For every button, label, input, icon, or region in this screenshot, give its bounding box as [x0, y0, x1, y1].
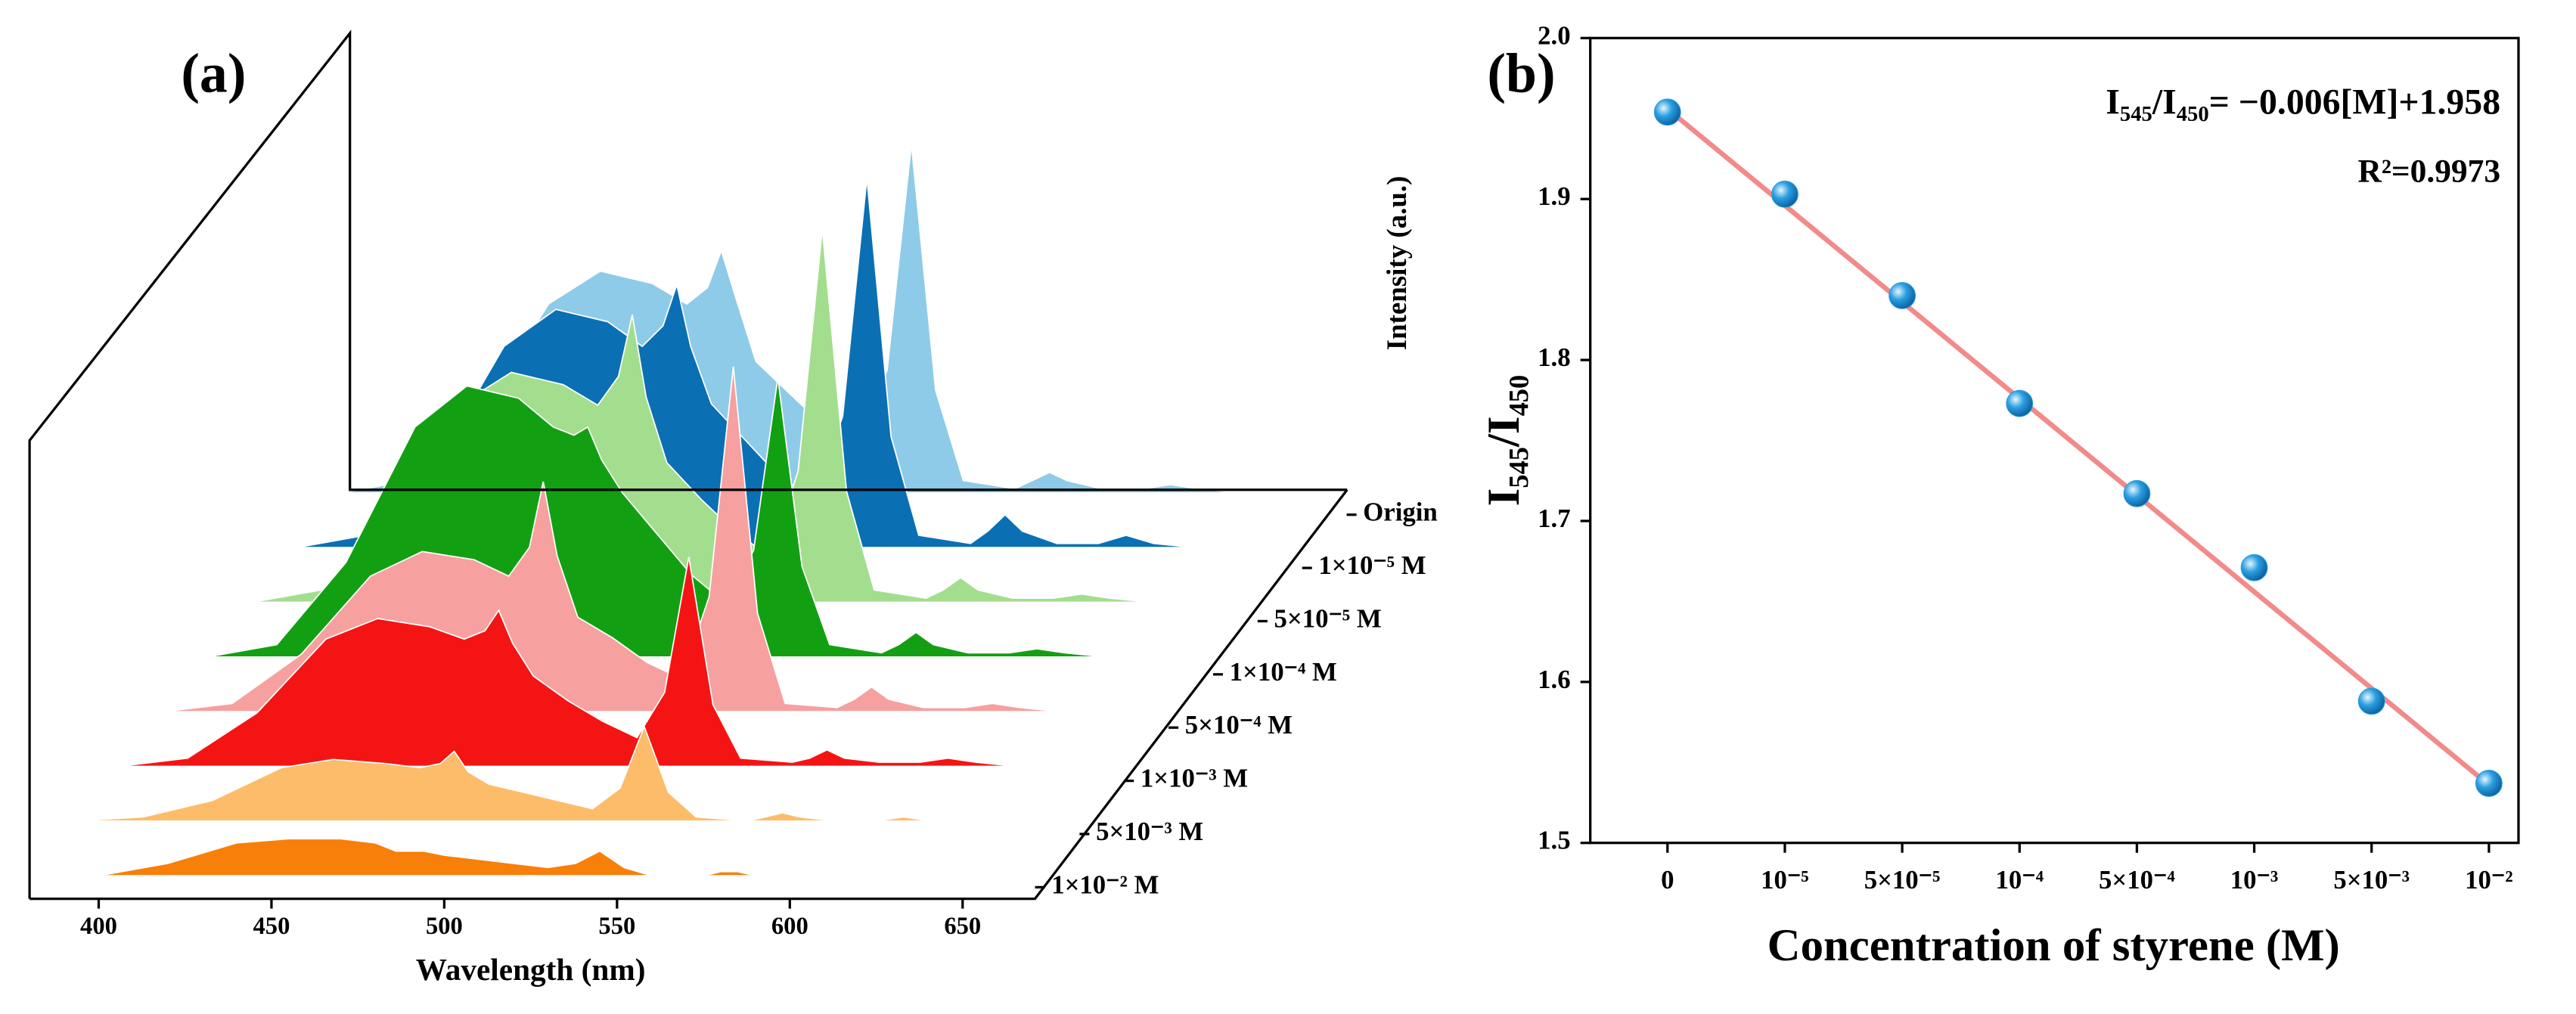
equation: I₅₄₅/I₄₅₀= −0.006[M]+1.958: [2106, 82, 2500, 122]
series-label: 5×10⁻³ M: [1096, 817, 1203, 846]
x-axis-label: Wavelength (nm): [416, 952, 646, 988]
frame: [28, 29, 1349, 901]
data-point: [2123, 479, 2151, 507]
data-point: [2006, 389, 2034, 417]
data-point: [1653, 98, 1681, 126]
series-label: Origin: [1363, 498, 1437, 527]
data-point: [1889, 282, 1916, 309]
y-tick-label: 1.5: [1538, 826, 1570, 855]
x-tick-label: 550: [598, 913, 635, 940]
series-label: 5×10⁻⁵ M: [1274, 603, 1382, 633]
y-tick-label: 1.6: [1538, 665, 1570, 694]
spectrum-area: [118, 557, 1121, 767]
x-tick-label: 10⁻²: [2465, 865, 2513, 895]
x-tick-label: 400: [80, 913, 117, 940]
series-label: 1×10⁻³ M: [1141, 764, 1248, 793]
x-tick-label: 10⁻³: [2230, 865, 2279, 895]
y-tick-label: 1.7: [1538, 504, 1570, 533]
panel-label: (b): [1487, 42, 1555, 104]
panel-label: (a): [181, 42, 246, 104]
y-tick-label: 1.9: [1538, 181, 1570, 211]
x-tick-label: 10⁻⁵: [1761, 865, 1809, 895]
y-tick-label: 1.8: [1538, 343, 1570, 372]
x-tick-label: 5×10⁻³: [2333, 865, 2410, 895]
series-label: 1×10⁻⁴ M: [1230, 657, 1337, 687]
x-tick-label: 10⁻⁴: [1995, 865, 2044, 895]
x-tick-label: 5×10⁻⁵: [1864, 865, 1941, 895]
x-tick-label: 600: [771, 913, 808, 940]
series-label: 1×10⁻⁵ M: [1318, 550, 1426, 580]
x-tick-label: 450: [253, 913, 290, 940]
y-tick-label: 2.0: [1538, 20, 1570, 50]
x-tick-label: 500: [426, 913, 463, 940]
data-point: [2240, 554, 2268, 581]
series-label: 5×10⁻⁴ M: [1185, 710, 1293, 740]
data-point: [1771, 180, 1799, 208]
x-axis-label: Concentration of styrene (M): [1768, 920, 2340, 971]
x-tick-label: 650: [944, 913, 981, 940]
y-axis-label: Intensity (a.u.): [1381, 176, 1413, 351]
x-tick-label: 5×10⁻⁴: [2099, 865, 2175, 895]
fit-line: [1665, 107, 2491, 787]
r-squared: R²=0.9973: [2357, 153, 2500, 190]
series-label: 1×10⁻² M: [1051, 870, 1159, 899]
spectrum-area: [29, 838, 1032, 877]
data-point: [2475, 770, 2503, 797]
plot-frame: [1589, 36, 2520, 845]
x-tick-label: 0: [1661, 865, 1674, 895]
data-point: [2357, 687, 2385, 715]
y-axis-label: I₅₄₅/I₄₅₀: [1479, 375, 1529, 507]
spectrum-area: [73, 724, 1077, 822]
